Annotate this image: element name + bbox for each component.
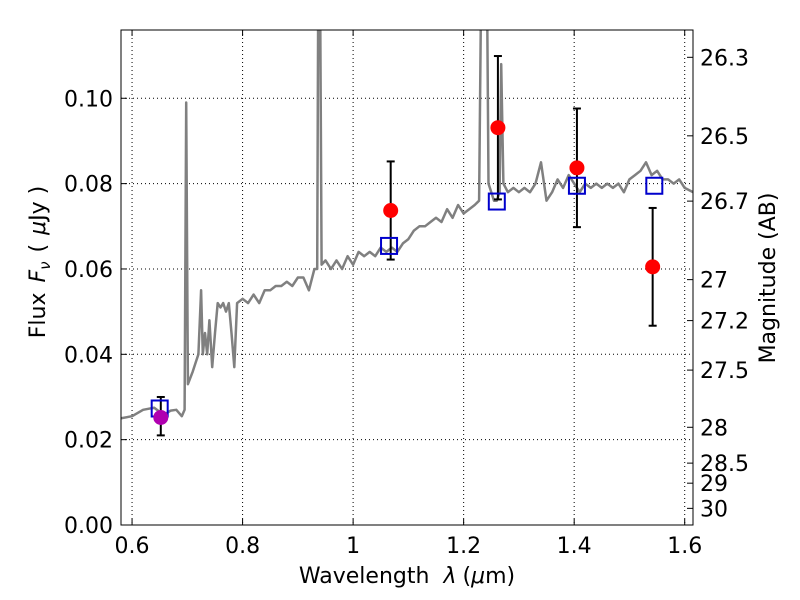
y-axis-unit-mu: μ <box>26 221 51 236</box>
y-axis-unit-open: ( <box>26 244 51 253</box>
y2-tick-label: 30 <box>700 497 728 522</box>
model-box-marker <box>380 236 399 255</box>
y-axis-label-subscript: ν <box>36 261 54 269</box>
y2-tick-label: 28 <box>700 416 728 441</box>
y-tick-label: 0.00 <box>64 514 113 539</box>
x-axis-unit-open: ( <box>462 564 471 589</box>
x-tick-label: 1.2 <box>446 534 481 559</box>
y2-tick-label: 26.7 <box>700 190 749 215</box>
model-boxes <box>150 176 664 418</box>
x-axis: 0.6 0.8 1 1.2 1.4 1.6 <box>115 30 702 559</box>
observed-point <box>645 259 661 275</box>
y-axis-label: Flux Fν ( μJy ) <box>26 186 54 338</box>
x-axis-label-symbol: λ <box>442 564 456 589</box>
template-spectrum-line <box>121 30 693 420</box>
y-axis-unit-rest: Jy ) <box>26 186 51 223</box>
x-tick-label: 1 <box>346 534 360 559</box>
observed-point <box>153 409 169 425</box>
y-tick-label: 0.02 <box>64 429 113 454</box>
x-axis-label-text: Wavelength <box>299 564 430 589</box>
y2-tick-label: 27 <box>700 269 728 294</box>
observed-points <box>153 120 661 425</box>
y2-tick-label: 28.5 <box>700 452 749 477</box>
x-tick-label: 1.4 <box>557 534 592 559</box>
y2-tick-label: 26.3 <box>700 46 749 71</box>
y-axis: 0.00 0.02 0.04 0.06 0.08 0.10 <box>64 87 127 539</box>
y-tick-label: 0.04 <box>64 343 113 368</box>
model-box-marker <box>645 176 664 195</box>
y2-tick-label: 29 <box>700 472 728 497</box>
x-axis-label: Wavelength λ (μm) <box>299 564 515 589</box>
y-tick-label: 0.10 <box>64 87 113 112</box>
observed-point <box>490 120 506 136</box>
plot-frame <box>120 29 694 526</box>
x-tick-label: 1.6 <box>667 534 702 559</box>
y-tick-label: 0.06 <box>64 258 113 283</box>
model-box-marker <box>487 192 506 211</box>
y2-tick-label: 27.5 <box>700 359 749 384</box>
observed-point <box>383 203 399 219</box>
model-box-marker <box>567 176 586 195</box>
y2-axis-label: Magnitude (AB) <box>756 193 781 364</box>
observed-point <box>569 160 585 176</box>
y-tick-label: 0.08 <box>64 173 113 198</box>
x-axis-unit-mu: μ <box>470 564 485 589</box>
plot-area <box>121 30 693 437</box>
x-axis-unit-rest: m) <box>485 564 515 589</box>
y2-tick-label: 26.5 <box>700 125 749 150</box>
y-axis-label-symbol: F <box>26 270 51 283</box>
x-tick-label: 0.6 <box>115 534 150 559</box>
x-tick-label: 0.8 <box>225 534 260 559</box>
y-axis-label-text: Flux <box>26 293 51 339</box>
y2-tick-label: 27.2 <box>700 310 749 335</box>
